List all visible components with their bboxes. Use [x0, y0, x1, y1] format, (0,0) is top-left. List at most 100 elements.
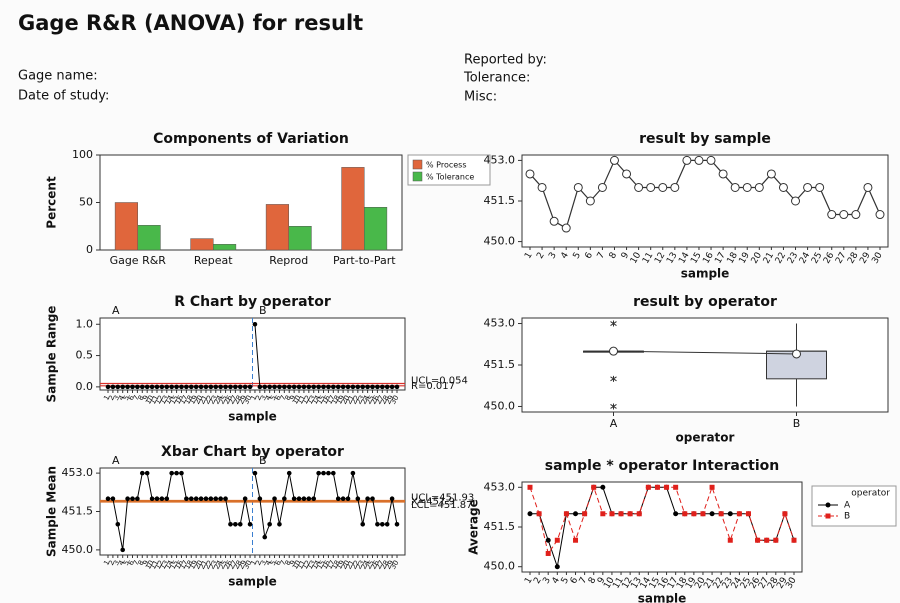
point	[184, 385, 189, 390]
point	[302, 385, 307, 390]
point	[673, 485, 678, 490]
point	[664, 485, 669, 490]
point	[130, 496, 135, 501]
point	[189, 385, 194, 390]
point	[380, 522, 385, 527]
point	[223, 385, 228, 390]
point	[287, 385, 292, 390]
mean-marker	[755, 183, 763, 191]
point	[728, 538, 733, 543]
y-tick-label: 450.0	[62, 543, 94, 556]
mean-marker	[767, 170, 775, 178]
point	[370, 496, 375, 501]
misc: Misc:	[464, 90, 497, 105]
x-tick-label: Gage R&R	[110, 254, 167, 267]
bar	[213, 244, 236, 250]
chart-title: Xbar Chart by operator	[161, 444, 344, 460]
point	[375, 522, 380, 527]
point	[691, 511, 696, 516]
chart-title: Components of Variation	[153, 131, 349, 147]
point	[351, 471, 356, 476]
mean-marker	[598, 183, 606, 191]
point	[746, 511, 751, 516]
point	[395, 385, 400, 390]
point	[728, 511, 733, 516]
mean-marker	[707, 156, 715, 164]
point	[218, 385, 223, 390]
legend-label: % Tolerance	[426, 173, 474, 182]
point	[297, 496, 302, 501]
bar	[191, 239, 214, 250]
point	[395, 522, 400, 527]
chart-title: result by sample	[639, 131, 771, 147]
point	[321, 385, 326, 390]
chart-title: sample * operator Interaction	[545, 458, 779, 474]
point	[573, 511, 578, 516]
point	[637, 511, 642, 516]
bar	[289, 226, 312, 250]
point	[140, 471, 145, 476]
point	[238, 385, 243, 390]
y-tick-label: 50	[79, 196, 93, 209]
point	[106, 496, 111, 501]
mean-marker	[526, 170, 534, 178]
point	[710, 511, 715, 516]
chart-title: R Chart by operator	[174, 294, 331, 310]
group-label: A	[112, 454, 120, 467]
mean-marker	[793, 350, 801, 358]
point	[356, 496, 361, 501]
point	[282, 385, 287, 390]
point	[282, 496, 287, 501]
tolerance: Tolerance:	[463, 71, 530, 86]
point	[537, 511, 542, 516]
point	[307, 385, 312, 390]
y-tick-label: 450.0	[484, 235, 516, 248]
x-tick-label: Repeat	[194, 254, 233, 267]
point	[619, 511, 624, 516]
point	[160, 385, 165, 390]
y-tick-label: 453.0	[484, 317, 516, 330]
y-tick-label: 453.0	[62, 466, 94, 479]
x-axis-label: sample	[228, 410, 277, 424]
point	[228, 522, 233, 527]
bar	[266, 204, 289, 250]
point	[125, 496, 130, 501]
point	[272, 385, 277, 390]
mean-marker	[695, 156, 703, 164]
legend-swatch	[413, 160, 422, 169]
y-axis-label: Sample Mean	[45, 466, 59, 557]
point	[682, 511, 687, 516]
point	[150, 385, 155, 390]
gage-name: Gage name:	[18, 69, 98, 84]
y-axis-label: Percent	[45, 176, 59, 229]
point	[248, 522, 253, 527]
point	[351, 385, 356, 390]
point	[316, 471, 321, 476]
x-tick-label: Part-to-Part	[333, 254, 396, 267]
x-axis-label: sample	[228, 575, 277, 589]
point	[106, 385, 111, 390]
point	[267, 522, 272, 527]
mean-marker	[610, 347, 618, 355]
y-tick-label: 453.0	[484, 153, 516, 166]
point	[370, 385, 375, 390]
point	[115, 522, 120, 527]
x-tick-label: B	[793, 417, 801, 430]
control-limit-label: LCL=451.87	[411, 500, 473, 511]
point	[564, 511, 569, 516]
y-tick-label: 451.5	[484, 358, 516, 371]
control-limit-label: R=0.017	[411, 381, 455, 392]
point	[199, 496, 204, 501]
report: Gage R&R (ANOVA) for result Gage name: D…	[0, 0, 900, 603]
point	[782, 511, 787, 516]
point	[341, 496, 346, 501]
point	[238, 522, 243, 527]
point	[223, 496, 228, 501]
point	[755, 538, 760, 543]
bar	[138, 225, 161, 250]
point	[267, 385, 272, 390]
legend-label: B	[844, 512, 850, 522]
point	[297, 385, 302, 390]
point	[555, 564, 560, 569]
point	[120, 385, 125, 390]
